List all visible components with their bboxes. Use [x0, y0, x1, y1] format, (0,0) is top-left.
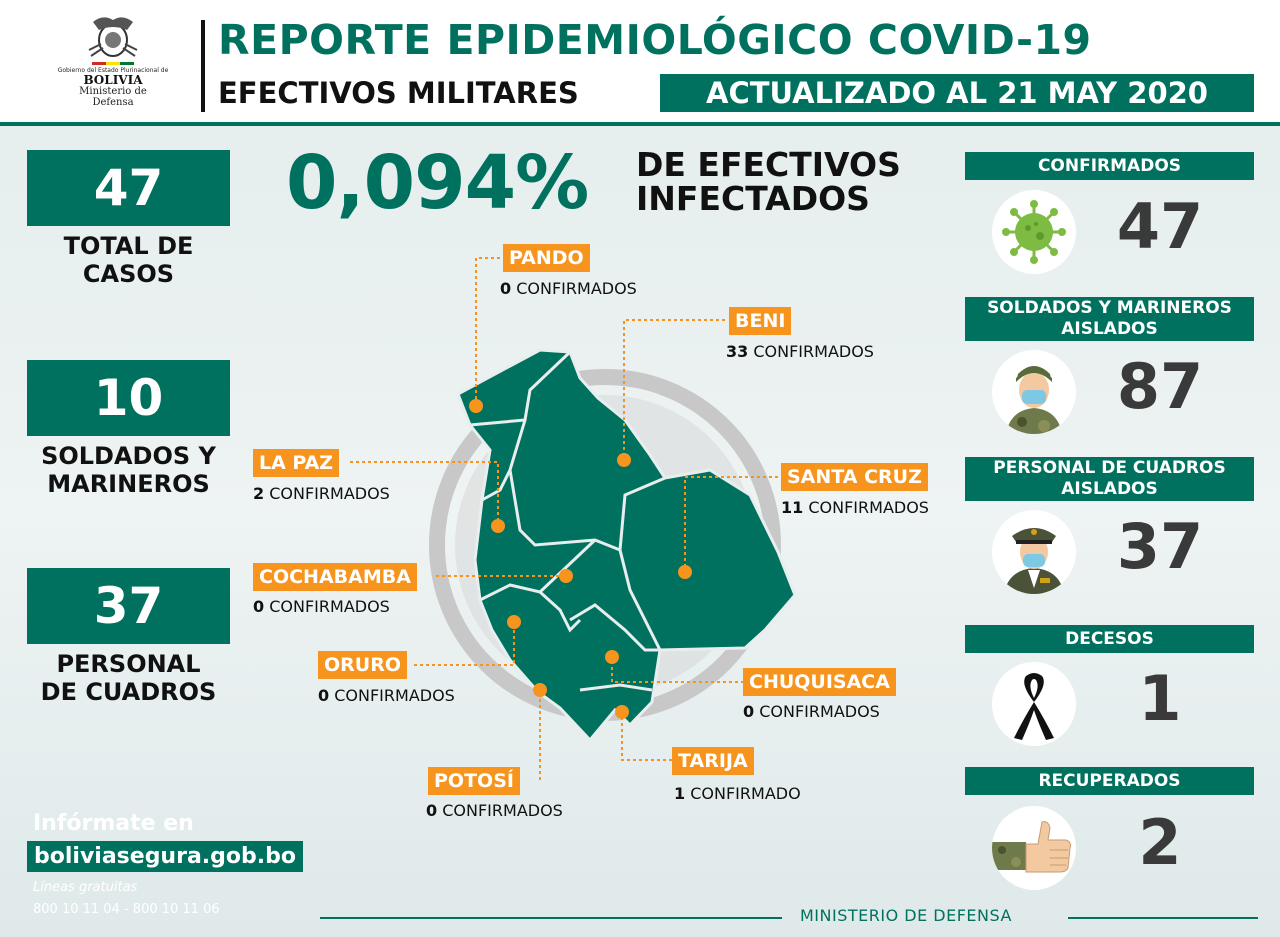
tarija-tag: TARIJA: [672, 747, 754, 775]
logo-ministry-line1: Ministerio de: [79, 86, 147, 97]
santacruz-border: [618, 549, 662, 651]
santacruz-count: 11 CONFIRMADOS: [781, 498, 929, 517]
logo-country: BOLIVIA: [83, 73, 143, 87]
officer-icon: [992, 510, 1076, 594]
lapaz-leader-line: [350, 461, 499, 526]
total-cases-label-line2: CASOS: [82, 260, 175, 288]
chuquisaca-leader-line: [611, 657, 744, 683]
beni-leader-line: [623, 319, 725, 460]
oruro-marker: [507, 615, 521, 629]
soldier-icon: [992, 350, 1076, 434]
chuquisaca-border: [569, 603, 660, 652]
recovered-header: RECUPERADOS: [965, 767, 1254, 795]
total-cases-value: 47: [27, 150, 230, 226]
header-separator: [201, 20, 205, 112]
bolivia-map: [429, 348, 797, 743]
confirmed-header: CONFIRMADOS: [965, 152, 1254, 180]
soldiers-label-line2: MARINEROS: [47, 470, 210, 498]
tarija-border: [579, 683, 653, 692]
tarija-leader-line: [621, 712, 672, 761]
pando-marker: [469, 399, 483, 413]
page-title: REPORTE EPIDEMIOLÓGICO COVID-19: [218, 16, 1092, 64]
mourning-ribbon-icon: [992, 662, 1076, 746]
total-cases-label: TOTAL DE CASOS: [10, 232, 247, 288]
thumbs-up-icon: [992, 806, 1076, 890]
isolated-cadre-value: 37: [1116, 510, 1204, 583]
potosi-marker: [533, 683, 547, 697]
oruro-border: [538, 590, 582, 633]
oruro-count: 0 CONFIRMADOS: [318, 686, 455, 705]
potosi-tag: POTOSÍ: [428, 767, 520, 795]
oruro-leader-line: [414, 622, 515, 666]
info-website-link[interactable]: boliviasegura.gob.bo: [27, 841, 303, 872]
total-cases-label-line1: TOTAL DE: [63, 232, 194, 260]
tarija-marker: [615, 705, 629, 719]
santacruz-leader-line: [684, 476, 784, 572]
virus-icon: [992, 190, 1076, 274]
infected-percentage: 0,094%: [286, 140, 589, 226]
page-subtitle: EFECTIVOS MILITARES: [218, 76, 579, 110]
footer-ministry: MINISTERIO DE DEFENSA: [800, 906, 1012, 925]
lapaz-count: 2 CONFIRMADOS: [253, 484, 390, 503]
infected-label-line1: DE EFECTIVOS: [636, 145, 901, 184]
beni-count: 33 CONFIRMADOS: [726, 342, 874, 361]
coat-of-arms-icon: [88, 17, 138, 57]
update-date-banner: ACTUALIZADO AL 21 MAY 2020: [660, 74, 1254, 112]
cochabamba-marker: [559, 569, 573, 583]
pando-border: [469, 350, 572, 427]
hotline-numbers: 800 10 11 04 - 800 10 11 06: [33, 902, 220, 917]
soldiers-label-line1: SOLDADOS Y: [41, 442, 216, 470]
cadre-personnel-label-line1: PERSONAL: [56, 650, 201, 678]
soldiers-label: SOLDADOS Y MARINEROS: [10, 442, 247, 498]
info-heading: Infórmate en: [33, 811, 194, 836]
footer-rule-right: [1068, 917, 1258, 919]
chuquisaca-count: 0 CONFIRMADOS: [743, 702, 880, 721]
pando-leader-line: [475, 257, 500, 406]
chuquisaca-tag: CHUQUISACA: [743, 668, 896, 696]
beni-tag: BENI: [729, 307, 792, 335]
cadre-personnel-label-line2: DE CUADROS: [40, 678, 217, 706]
deaths-value: 1: [1138, 662, 1182, 735]
logo-government-line: Gobierno del Estado Plurinacional de: [57, 67, 169, 74]
isolated-soldiers-value: 87: [1116, 350, 1204, 423]
pando-tag: PANDO: [503, 244, 590, 272]
santacruz-marker: [678, 565, 692, 579]
chuquisaca-marker: [605, 650, 619, 664]
hotline-label: Líneas gratuitas: [33, 880, 138, 895]
cochabamba-border: [479, 538, 597, 602]
cochabamba-tag: COCHABAMBA: [253, 563, 417, 591]
deaths-header: DECESOS: [965, 625, 1254, 653]
potosi-count: 0 CONFIRMADOS: [426, 801, 563, 820]
cochabamba-count: 0 CONFIRMADOS: [253, 597, 390, 616]
recovered-value: 2: [1138, 806, 1182, 879]
soldiers-value: 10: [27, 360, 230, 436]
footer-rule-left: [320, 917, 782, 919]
lapaz-tag: LA PAZ: [253, 449, 340, 477]
cadre-personnel-label: PERSONAL DE CUADROS: [10, 650, 247, 706]
isolated-cadre-header: PERSONAL DE CUADROS AISLADOS: [965, 457, 1254, 501]
cadre-personnel-value: 37: [27, 568, 230, 644]
logo-ministry-line2: Defensa: [92, 97, 134, 108]
beni-border: [508, 419, 666, 553]
confirmed-value: 47: [1116, 190, 1204, 263]
tarija-count: 1 CONFIRMADO: [674, 784, 801, 803]
infected-label-line2: INFECTADOS: [636, 179, 870, 218]
header-divider: [0, 122, 1280, 126]
beni-marker: [617, 453, 631, 467]
country-outline: [456, 348, 797, 743]
lapaz-border: [481, 469, 512, 502]
ministry-logo: Gobierno del Estado Plurinacional de BOL…: [48, 10, 178, 118]
lapaz-marker: [491, 519, 505, 533]
infected-percentage-label: DE EFECTIVOS INFECTADOS: [636, 148, 901, 216]
pando-count: 0 CONFIRMADOS: [500, 279, 637, 298]
isolated-soldiers-header: SOLDADOS Y MARINEROS AISLADOS: [965, 297, 1254, 341]
santacruz-tag: SANTA CRUZ: [781, 463, 928, 491]
oruro-tag: ORURO: [318, 651, 407, 679]
